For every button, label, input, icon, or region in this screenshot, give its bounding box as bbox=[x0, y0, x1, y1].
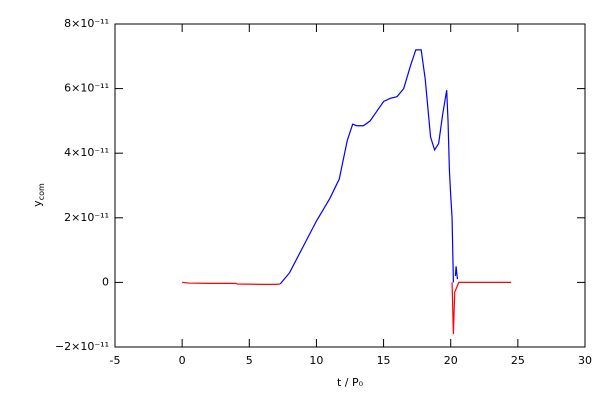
y-tick-label: 8×10⁻¹¹ bbox=[64, 17, 109, 30]
y-tick-label: 2×10⁻¹¹ bbox=[64, 211, 109, 224]
data-line bbox=[279, 49, 459, 285]
plot-frame bbox=[114, 23, 586, 348]
x-tick-label: 10 bbox=[309, 354, 323, 367]
y-tick-label: 0 bbox=[102, 275, 109, 288]
y-tick-label: 6×10⁻¹¹ bbox=[64, 82, 109, 95]
x-axis-label: t / P₀ bbox=[337, 376, 364, 389]
y-axis-label-sub: com bbox=[37, 183, 46, 200]
x-tick-label: 0 bbox=[179, 354, 186, 367]
data-line bbox=[182, 281, 512, 335]
y-tick-label: −2×10⁻¹¹ bbox=[55, 340, 109, 353]
x-tick-label: -5 bbox=[110, 354, 121, 367]
x-tick-label: 15 bbox=[377, 354, 391, 367]
y-tick-label: 4×10⁻¹¹ bbox=[64, 146, 109, 159]
x-tick-label: 20 bbox=[444, 354, 458, 367]
y-axis-label: ycom bbox=[31, 183, 46, 207]
x-tick-label: 5 bbox=[246, 354, 253, 367]
y-axis-label-main: y bbox=[31, 200, 44, 207]
x-tick-label: 30 bbox=[578, 354, 592, 367]
x-tick-label: 25 bbox=[511, 354, 525, 367]
